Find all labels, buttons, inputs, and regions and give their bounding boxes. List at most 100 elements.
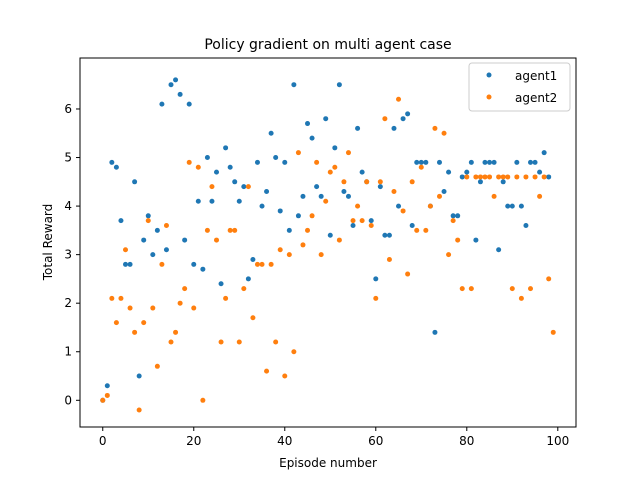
chart-title: Policy gradient on multi agent case — [204, 37, 451, 53]
agent2-point — [446, 252, 452, 258]
agent2-point — [132, 329, 138, 335]
agent2-point — [186, 159, 192, 165]
legend-marker-agent2 — [486, 94, 492, 100]
agent1-point — [368, 218, 374, 224]
agent2-point — [373, 295, 379, 301]
agent2-point — [305, 227, 311, 233]
agent2-point — [377, 179, 383, 185]
agent1-point — [286, 227, 292, 233]
agent1-point — [227, 164, 233, 170]
agent1-point — [186, 101, 192, 107]
agent2-point — [418, 164, 424, 170]
agent1-point — [528, 159, 533, 165]
agent2-point — [264, 368, 270, 374]
agent1-point — [386, 232, 392, 238]
agent2-point — [427, 203, 433, 209]
agent1-point — [496, 247, 502, 253]
agent1-point — [268, 130, 274, 136]
agent2-point — [227, 227, 233, 233]
agent1-point — [209, 198, 215, 204]
legend-label-agent1: agent1 — [515, 69, 557, 83]
agent1-point — [145, 213, 151, 219]
agent2-point — [177, 300, 183, 306]
agent1-point — [241, 184, 247, 190]
agent2-point — [154, 363, 160, 369]
agent1-point — [295, 213, 301, 219]
x-axis-label: Episode number — [279, 456, 377, 470]
agent1-point — [391, 125, 397, 131]
agent2-point — [327, 169, 333, 175]
agent1-point — [223, 145, 229, 151]
agent1-point — [318, 193, 324, 199]
agent2-point — [368, 223, 374, 229]
agent1-point — [113, 164, 119, 170]
plot-area-frame — [79, 57, 577, 428]
agent2-point — [400, 208, 406, 214]
agent2-point — [391, 189, 397, 195]
agent2-point — [300, 242, 306, 248]
agent2-point — [259, 261, 265, 267]
agent2-point — [414, 227, 420, 233]
agent1-point — [500, 179, 506, 185]
agent2-point — [473, 174, 479, 180]
agent1-point — [136, 373, 142, 379]
agent2-point — [405, 271, 411, 277]
x-tick-label: 80 — [459, 434, 474, 448]
agent1-point — [336, 82, 342, 88]
agent1-point — [173, 77, 179, 83]
agent2-point — [145, 218, 151, 224]
agent1-point — [177, 91, 183, 97]
agent1-point — [473, 237, 479, 243]
agent2-point — [204, 227, 210, 233]
agent2-point — [514, 174, 520, 180]
agent2-point — [532, 174, 538, 180]
agent1-point — [382, 232, 388, 238]
agent1-point — [168, 82, 174, 88]
agent2-point — [364, 179, 370, 185]
agent1-point — [214, 169, 220, 175]
agent2-point — [195, 164, 201, 170]
agent1-point — [455, 213, 461, 219]
agent2-point — [268, 261, 274, 267]
agent2-point — [277, 247, 283, 253]
agent2-point — [491, 193, 497, 199]
agent2-point — [509, 286, 515, 292]
agent1-point — [314, 184, 320, 190]
agent1-point — [273, 155, 279, 161]
agent2-point — [487, 174, 493, 180]
agent2-point — [282, 373, 288, 379]
x-tick-label: 0 — [99, 434, 107, 448]
agent2-point — [314, 159, 320, 165]
y-tick-label: 5 — [64, 151, 72, 165]
agent2-point — [518, 295, 524, 301]
agent2-point — [464, 174, 470, 180]
agent1-point — [400, 116, 406, 122]
agent1-point — [537, 169, 543, 175]
agent1-point — [432, 329, 438, 335]
agent2-point — [359, 218, 365, 224]
agent1-point — [250, 256, 256, 262]
agent1-point — [541, 150, 547, 156]
agent1-point — [282, 159, 288, 165]
agent1-point — [341, 189, 347, 195]
agent2-point — [336, 237, 342, 243]
agent2-point — [318, 252, 324, 258]
agent2-point — [505, 174, 511, 180]
agent1-point — [323, 116, 329, 122]
agent2-point — [386, 256, 392, 262]
agent1-point — [418, 159, 424, 165]
agent2-point — [150, 305, 156, 311]
agent2-point — [191, 305, 197, 311]
agent1-point — [505, 203, 511, 209]
agent2-point — [441, 130, 447, 136]
agent2-point — [141, 320, 147, 326]
agent1-point — [459, 174, 465, 180]
agent2-point — [482, 174, 488, 180]
agent2-point — [136, 407, 142, 413]
agent2-point — [355, 203, 361, 209]
agent1-point — [291, 82, 297, 88]
agent1-point — [350, 223, 356, 229]
agent1-point — [218, 281, 224, 287]
agent1-point — [359, 169, 365, 175]
agent2-point — [113, 320, 119, 326]
